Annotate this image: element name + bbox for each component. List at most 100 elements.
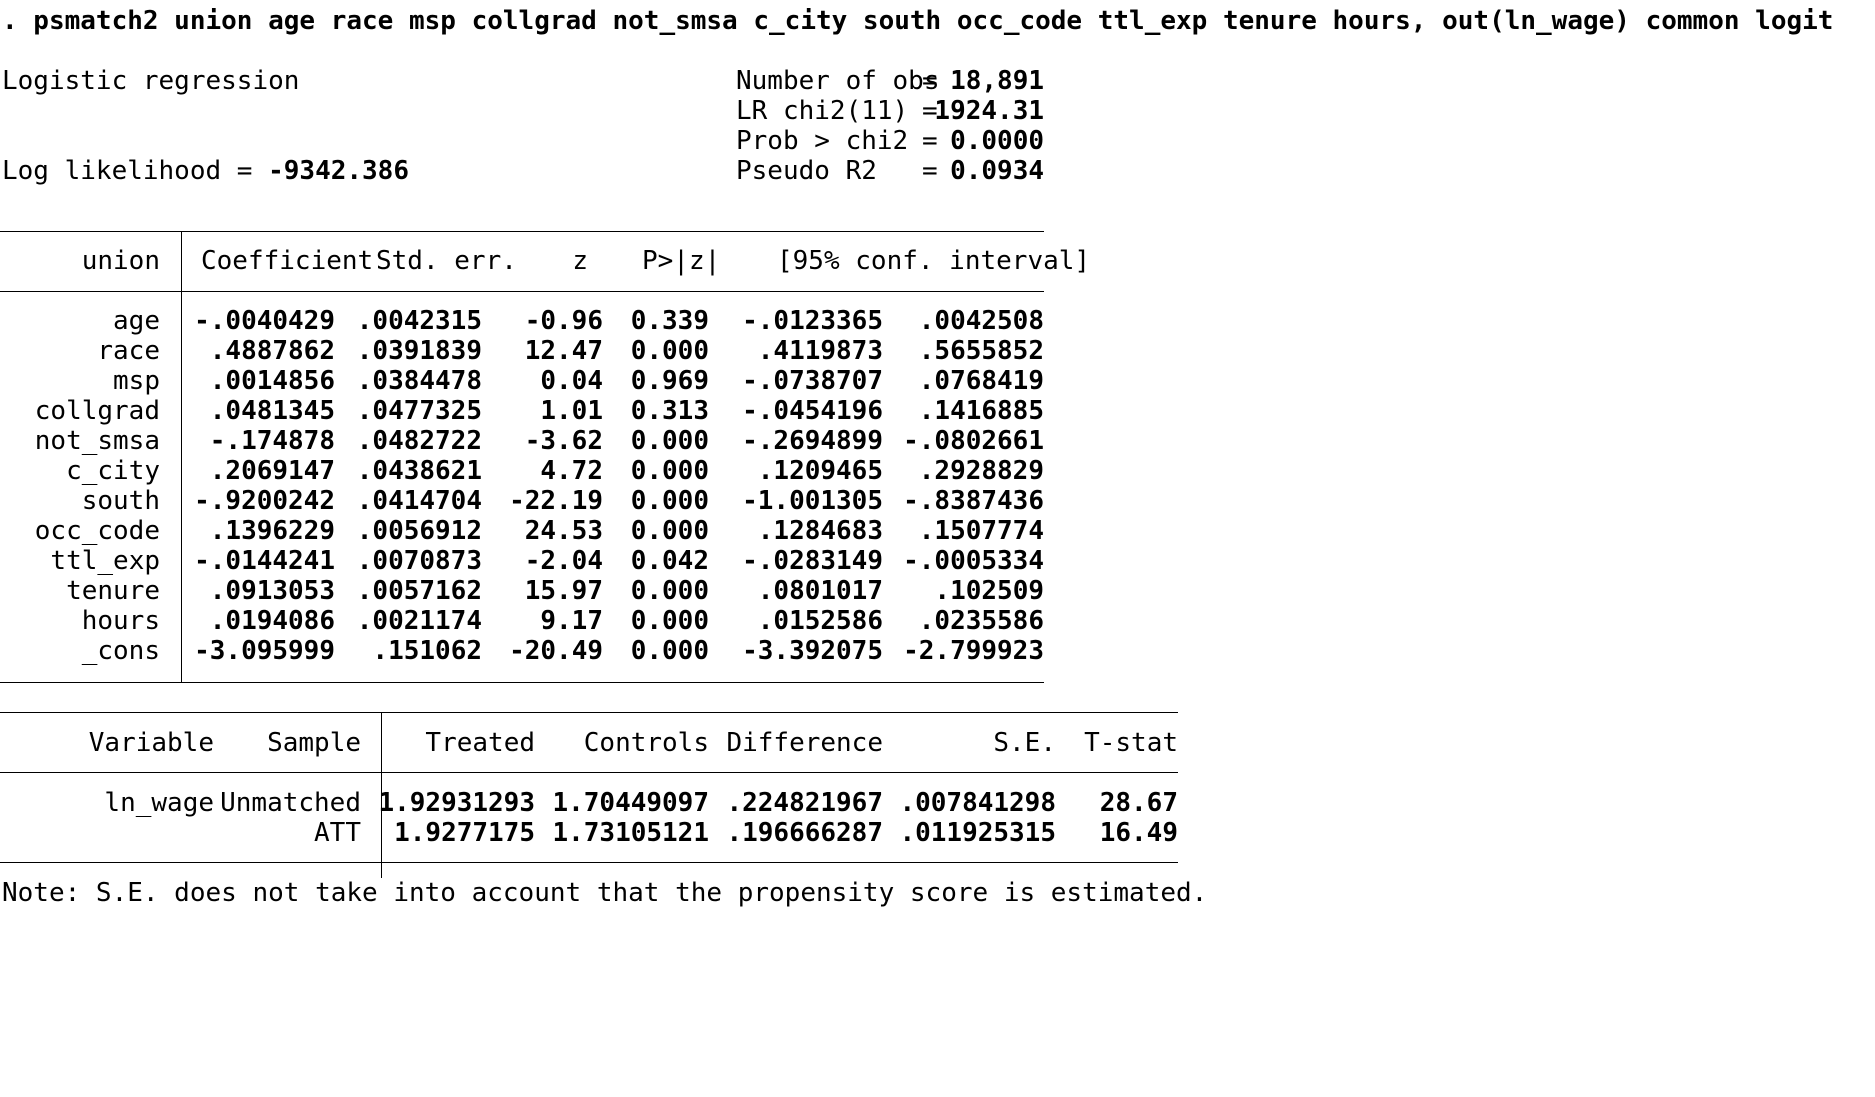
coef-header-z: z [572,246,588,276]
att-controls: 1.73105121 [552,818,709,848]
att-se: .011925315 [899,818,1056,848]
p-value: 0.969 [630,366,709,396]
coef-value: .4887862 [209,336,335,366]
coef-value: -.174878 [209,426,335,456]
att-table-bottom-rule [0,862,1178,863]
att-header-treated: Treated [425,728,535,758]
stat-label: Pseudo R2 [736,156,877,186]
att-table-divider [381,712,382,878]
ci-upper-value: .0768419 [918,366,1044,396]
coef-value: .0194086 [209,606,335,636]
ci-upper-value: .1507774 [918,516,1044,546]
ci-upper-value: -2.799923 [903,636,1044,666]
att-header-controls: Controls [583,728,709,758]
z-value: 9.17 [540,606,603,636]
z-value: 4.72 [540,456,603,486]
coef-value: .0014856 [209,366,335,396]
att-treated: 1.9277175 [394,818,535,848]
att-tstat: 28.67 [1099,788,1178,818]
att-difference: .196666287 [726,818,883,848]
ci-lower-value: -.0123365 [742,306,883,336]
coef-row-varname: age [113,306,160,336]
coef-value: .0913053 [209,576,335,606]
ci-lower-value: .4119873 [757,336,883,366]
att-table-top-rule [0,712,1178,713]
stderr-value: .0391839 [356,336,482,366]
p-value: 0.339 [630,306,709,336]
att-treated: 1.92931293 [378,788,535,818]
coef-row-varname: race [97,336,160,366]
coef-value: .2069147 [209,456,335,486]
z-value: -22.19 [509,486,603,516]
p-value: 0.000 [630,456,709,486]
p-value: 0.000 [630,606,709,636]
command-line: . psmatch2 union age race msp collgrad n… [2,6,1834,36]
loglik-label: Log likelihood = [2,156,253,186]
p-value: 0.000 [630,636,709,666]
coef-value: -3.095999 [194,636,335,666]
stderr-value: .0384478 [356,366,482,396]
model-title: Logistic regression [2,66,300,96]
ci-upper-value: .5655852 [918,336,1044,366]
z-value: 0.04 [540,366,603,396]
z-value: -2.04 [524,546,603,576]
ci-lower-value: -3.392075 [742,636,883,666]
att-table-header-rule [0,772,1178,773]
footnote: Note: S.E. does not take into account th… [2,878,1208,908]
ci-lower-value: .0152586 [757,606,883,636]
coef-row-varname: _cons [81,636,160,666]
ci-upper-value: .1416885 [918,396,1044,426]
stderr-value: .0021174 [356,606,482,636]
ci-lower-value: .1209465 [757,456,883,486]
ci-upper-value: .0235586 [918,606,1044,636]
ci-upper-value: -.0005334 [903,546,1044,576]
att-se: .007841298 [899,788,1056,818]
stderr-value: .0438621 [356,456,482,486]
stat-value: 0.0000 [950,126,1044,156]
ci-lower-value: -1.001305 [742,486,883,516]
stderr-value: .0482722 [356,426,482,456]
ci-lower-value: -.0454196 [742,396,883,426]
stat-value: 1924.31 [934,96,1044,126]
coef-row-varname: tenure [66,576,160,606]
p-value: 0.000 [630,486,709,516]
ci-upper-value: .102509 [934,576,1044,606]
ci-lower-value: -.2694899 [742,426,883,456]
coef-header-pvalue: P>|z| [642,246,721,276]
p-value: 0.000 [630,426,709,456]
loglik-value: -9342.386 [268,156,409,186]
stat-label: Number of obs [736,66,940,96]
coef-depvar-header: union [81,246,160,276]
z-value: 15.97 [524,576,603,606]
att-header-sample: Sample [267,728,361,758]
stat-label: Prob > chi2 [736,126,909,156]
stderr-value: .0477325 [356,396,482,426]
att-variable: ln_wage [104,788,214,818]
log-likelihood: Log likelihood = -9342.386 [2,153,409,189]
z-value: 1.01 [540,396,603,426]
ci-upper-value: -.8387436 [903,486,1044,516]
stderr-value: .0057162 [356,576,482,606]
z-value: -3.62 [524,426,603,456]
coef-table-header-rule [0,291,1044,292]
coef-row-varname: not_smsa [34,426,160,456]
p-value: 0.000 [630,576,709,606]
coef-header-stderr: Std. err. [376,246,517,276]
stat-equals: = [922,96,938,126]
coef-header-ci: [95% conf. interval] [777,246,1091,276]
z-value: -0.96 [524,306,603,336]
coef-row-varname: occ_code [34,516,160,546]
ci-lower-value: .0801017 [757,576,883,606]
att-header-tstat: T-stat [1084,728,1178,758]
p-value: 0.000 [630,336,709,366]
ci-lower-value: .1284683 [757,516,883,546]
stat-label: LR chi2(11) [736,96,909,126]
coef-table-divider [181,231,182,683]
stderr-value: .0056912 [356,516,482,546]
stderr-value: .151062 [372,636,482,666]
z-value: 12.47 [524,336,603,366]
ci-upper-value: .0042508 [918,306,1044,336]
coef-row-varname: collgrad [34,396,160,426]
coef-value: -.0040429 [194,306,335,336]
coef-row-varname: south [81,486,160,516]
